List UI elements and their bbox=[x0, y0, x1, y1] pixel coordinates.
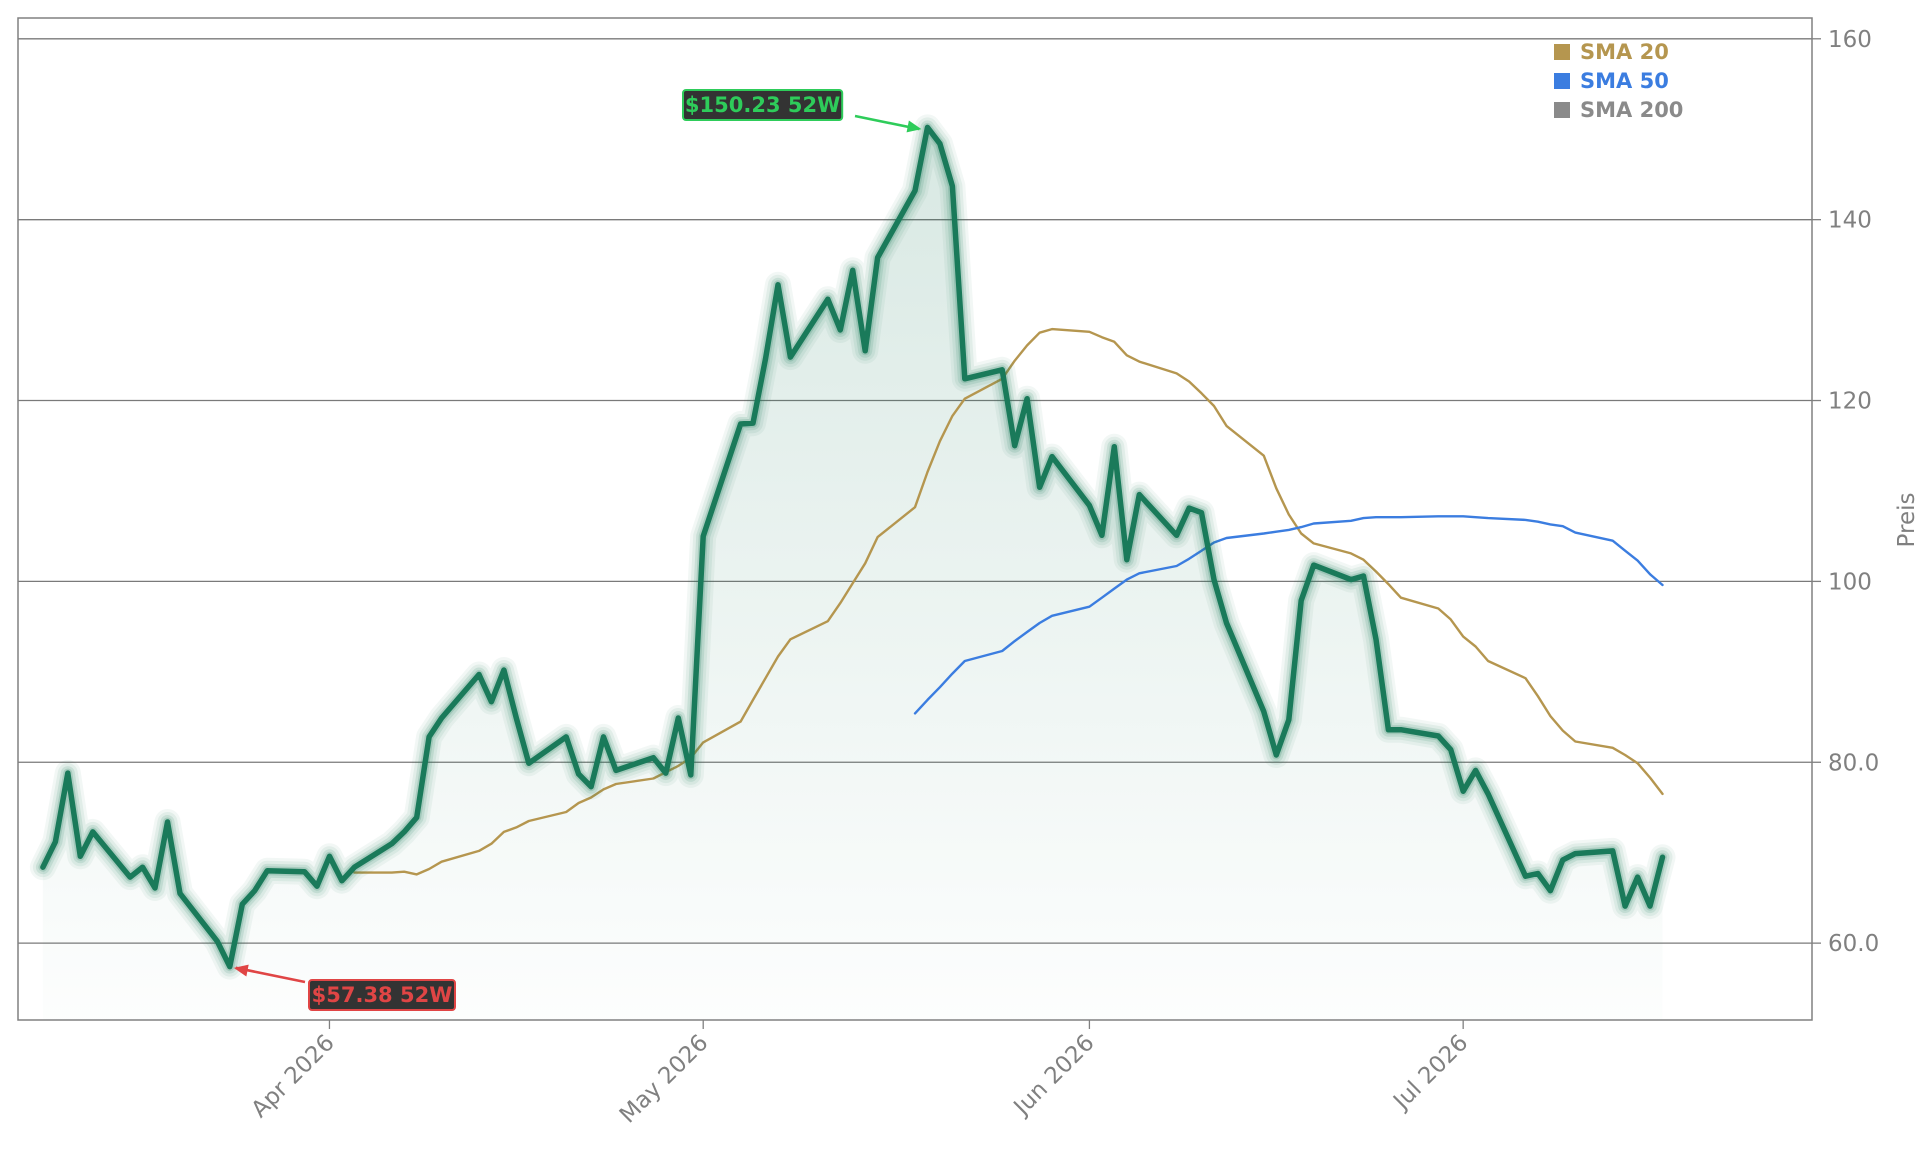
price-area bbox=[42, 127, 1663, 1020]
x-tick-label: Jun 2026 bbox=[1008, 1030, 1100, 1122]
y-axis-label: Preis bbox=[1894, 493, 1920, 548]
y-axis: 60.0 80.0 100 120 140 160 bbox=[1812, 27, 1879, 957]
y-tick-label: 60.0 bbox=[1828, 931, 1879, 957]
price-line bbox=[40, 124, 1666, 970]
x-tick-label: Jul 2026 bbox=[1387, 1030, 1473, 1116]
legend-swatch bbox=[1554, 73, 1570, 89]
sma-lines bbox=[353, 327, 1664, 876]
x-axis: Apr 2026 May 2026 Jun 2026 Jul 2026 bbox=[247, 1020, 1473, 1129]
annotation-arrow-head bbox=[233, 964, 249, 977]
y-tick-label: 80.0 bbox=[1828, 750, 1879, 776]
plot-frame bbox=[17, 17, 1813, 1021]
sma50-line bbox=[913, 515, 1664, 715]
legend-swatch bbox=[1554, 44, 1570, 60]
legend-swatch bbox=[1554, 102, 1570, 118]
y-tick-label: 120 bbox=[1828, 389, 1872, 415]
annotation-low: $57.38 52W bbox=[233, 964, 456, 1011]
annotation-label: $57.38 52W bbox=[312, 983, 453, 1007]
x-tick-label: Apr 2026 bbox=[247, 1030, 340, 1123]
price-area-fill bbox=[42, 127, 1663, 1020]
legend-entry: SMA 20 bbox=[1580, 40, 1669, 64]
x-tick-label: May 2026 bbox=[615, 1030, 714, 1129]
y-tick-label: 140 bbox=[1828, 208, 1872, 234]
y-tick-label: 160 bbox=[1828, 27, 1872, 53]
legend-entry: SMA 50 bbox=[1580, 69, 1669, 93]
annotation-arrow-head bbox=[906, 120, 922, 133]
annotation-box bbox=[308, 979, 456, 1011]
annotation-high: $150.23 52W bbox=[682, 89, 922, 133]
y-tick-label: 100 bbox=[1828, 569, 1872, 595]
legend: SMA 20 SMA 50 SMA 200 bbox=[1554, 40, 1683, 122]
annotation-label: $150.23 52W bbox=[685, 93, 840, 117]
sma20-line bbox=[353, 327, 1664, 876]
price-line-group bbox=[29, 114, 1676, 980]
annotation-box bbox=[682, 89, 844, 121]
legend-entry: SMA 200 bbox=[1580, 98, 1683, 122]
annotations: $150.23 52W $57.38 52W bbox=[233, 89, 922, 1011]
